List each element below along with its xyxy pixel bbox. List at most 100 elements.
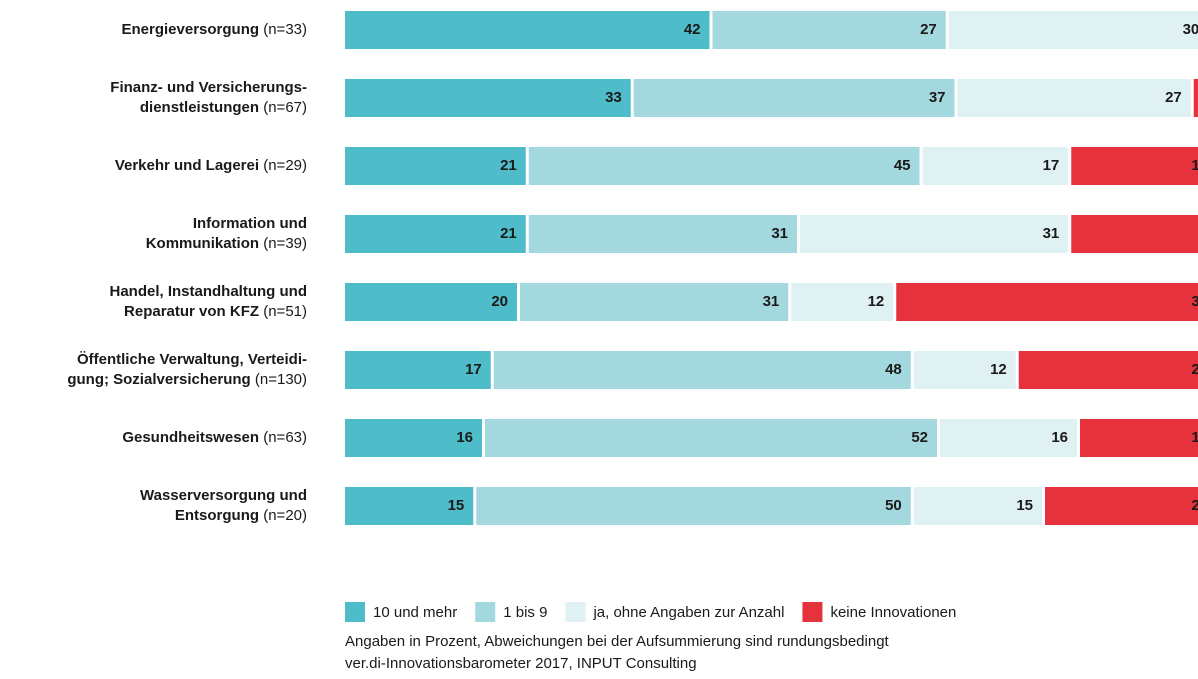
value-label: 15 <box>448 497 465 514</box>
category-name: Gesundheitswesen <box>122 429 259 446</box>
category-n: (n=51) <box>263 303 307 320</box>
note: Angaben in Prozent, Abweichungen bei der… <box>345 633 890 650</box>
category-name: Reparatur von KFZ <box>124 303 259 320</box>
value-label: 50 <box>885 497 902 514</box>
value-label: 16 <box>456 429 473 446</box>
category-label: Information und <box>193 215 307 232</box>
bar-segment <box>345 215 526 253</box>
bar-segment <box>1080 419 1198 457</box>
value-label: 15 <box>1016 497 1033 514</box>
legend-label: 1 bis 9 <box>503 604 547 621</box>
value-label: 17 <box>1191 157 1198 174</box>
bar-segment <box>528 215 797 253</box>
category-n: (n=20) <box>263 507 307 524</box>
value-label: 20 <box>491 293 508 310</box>
legend-swatch <box>475 602 496 622</box>
bar-segment <box>345 11 710 49</box>
value-label: 12 <box>868 293 885 310</box>
value-label: 16 <box>1051 429 1068 446</box>
bar-segment <box>345 79 631 117</box>
bar-segment <box>913 487 1042 525</box>
category-name: Information und <box>193 215 307 232</box>
legend-label: keine Innovationen <box>830 604 956 621</box>
bar-segment <box>712 11 946 49</box>
bar-segment <box>345 487 474 525</box>
bar-segment <box>940 419 1077 457</box>
value-label: 17 <box>1043 157 1060 174</box>
value-label: 31 <box>763 293 780 310</box>
legend-swatch <box>565 602 586 622</box>
bar-segment <box>800 215 1069 253</box>
category-name: Verkehr und Lagerei <box>115 157 259 174</box>
bar-segment <box>520 283 789 321</box>
category-label: gung; Sozialversicherung (n=130) <box>67 371 307 388</box>
bar-segment <box>345 351 491 389</box>
bar-segment <box>485 419 937 457</box>
bar-segment <box>1071 147 1198 185</box>
bar-segment <box>1045 487 1198 525</box>
category-n: (n=33) <box>263 21 307 38</box>
bar-segment <box>957 79 1191 117</box>
bar-segment <box>922 147 1069 185</box>
category-label: dienstleistungen (n=67) <box>140 99 307 116</box>
value-label: 33 <box>605 89 622 106</box>
category-n: (n=130) <box>255 371 307 388</box>
legend-label: ja, ohne Angaben zur Anzahl <box>592 604 784 621</box>
bar-segment <box>345 419 482 457</box>
value-label: 31 <box>1043 225 1060 242</box>
value-label: 21 <box>500 157 517 174</box>
bar-segment <box>913 351 1016 389</box>
value-label: 37 <box>1191 293 1198 310</box>
bar-segment <box>345 147 526 185</box>
category-name: Wasserversorgung und <box>140 487 307 504</box>
category-label: Öffentliche Verwaltung, Verteidi- <box>77 351 307 368</box>
category-name: dienstleistungen <box>140 99 259 116</box>
legend-swatch <box>345 602 365 622</box>
category-label: Wasserversorgung und <box>140 487 307 504</box>
category-name: Öffentliche Verwaltung, Verteidi- <box>77 351 307 368</box>
value-label: 12 <box>990 361 1007 378</box>
bar-segment <box>633 79 955 117</box>
value-label: 52 <box>911 429 928 446</box>
value-label: 20 <box>1191 497 1198 514</box>
category-label: Finanz- und Versicherungs- <box>110 79 307 96</box>
value-label: 27 <box>1165 89 1182 106</box>
value-label: 42 <box>684 21 701 38</box>
value-label: 17 <box>465 361 482 378</box>
category-name: gung; Sozialversicherung <box>67 371 250 388</box>
note: ver.di-Innovationsbarometer 2017, INPUT … <box>345 655 697 672</box>
category-n: (n=29) <box>263 157 307 174</box>
category-label: Energieversorgung (n=33) <box>122 21 308 38</box>
bar-segment <box>948 11 1198 49</box>
bar-segment <box>345 283 517 321</box>
category-label: Reparatur von KFZ (n=51) <box>124 303 307 320</box>
category-name: Finanz- und Versicherungs- <box>110 79 307 96</box>
bar-segment <box>1193 79 1198 117</box>
category-n: (n=67) <box>263 99 307 116</box>
bar-segment <box>791 283 894 321</box>
category-name: Kommunikation <box>146 235 259 252</box>
category-name: Handel, Instandhaltung und <box>110 283 308 300</box>
bar-segment <box>493 351 911 389</box>
category-label: Handel, Instandhaltung und <box>110 283 308 300</box>
bar-segment <box>476 487 911 525</box>
category-label: Entsorgung (n=20) <box>175 507 307 524</box>
category-n: (n=39) <box>263 235 307 252</box>
category-name: Entsorgung <box>175 507 259 524</box>
value-label: 16 <box>1191 429 1198 446</box>
value-label: 27 <box>920 21 937 38</box>
category-name: Energieversorgung <box>122 21 260 38</box>
value-label: 23 <box>1191 361 1198 378</box>
bar-segment <box>1018 351 1198 389</box>
value-label: 30 <box>1183 21 1198 38</box>
legend-label: 10 und mehr <box>373 604 457 621</box>
bar-segment <box>1071 215 1198 253</box>
category-label: Gesundheitswesen (n=63) <box>122 429 307 446</box>
value-label: 31 <box>771 225 788 242</box>
legend-swatch <box>802 602 823 622</box>
bar-segment <box>528 147 920 185</box>
value-label: 37 <box>929 89 946 106</box>
value-label: 45 <box>894 157 911 174</box>
category-n: (n=63) <box>263 429 307 446</box>
